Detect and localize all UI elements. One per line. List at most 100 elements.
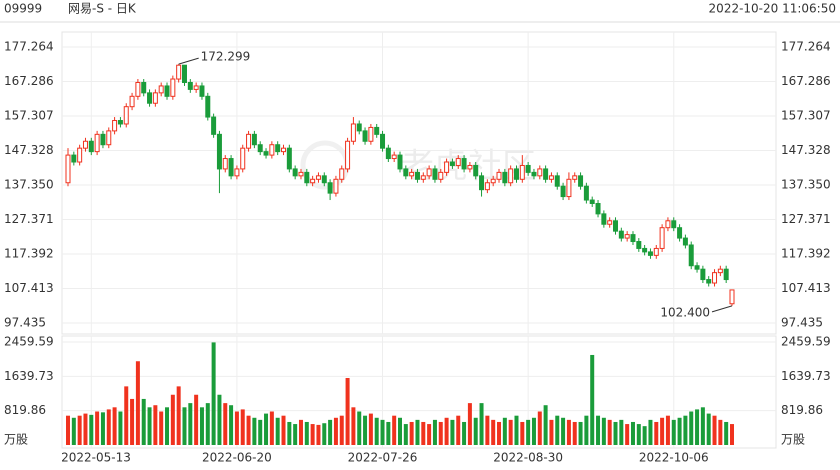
volume-bar [333,417,338,445]
volume-bar [531,417,536,445]
candle-body [321,175,327,184]
volume-bar [497,421,502,445]
candle-body [211,116,217,135]
candle-body [572,175,578,180]
volume-bar [141,398,146,445]
volume-bar [590,354,595,445]
timestamp: 2022-10-20 11:06:50 [709,2,836,16]
candle-body [642,247,648,253]
volume-bar [252,417,257,445]
annotation-leader [178,57,199,65]
candle-body [438,171,444,180]
candle-body [94,133,100,153]
volume-bar [508,419,513,445]
candle-body [164,85,170,97]
candle-body [665,220,671,229]
candle-body [193,85,199,90]
volume-bar [520,421,525,445]
volume-bar [135,361,140,445]
volume-bar [398,417,402,445]
volume-bar [479,403,484,445]
volume-bar [700,407,705,445]
volume-bar [526,419,531,445]
candle-body [548,175,554,180]
candle-body [222,158,228,170]
candle-body [409,171,415,177]
volume-bar [130,398,135,445]
candle-body [496,171,502,180]
candle-body [310,178,316,184]
volume-bar [718,419,723,445]
y-tick-label: 97.435 [4,316,46,330]
volume-bar [485,415,490,445]
volume-bar [71,417,76,445]
volume-bar [706,413,711,445]
volume-bar [298,419,303,445]
candle-body [100,133,106,146]
volume-bar [357,411,362,445]
volume-bar [596,415,601,445]
candle-body [187,81,193,90]
candle-body [723,268,729,281]
candle-body [513,168,519,180]
volume-bar [374,417,379,445]
stock-code: 09999 [4,2,42,16]
candle-body [275,144,281,153]
y-tick-label-right: 137.350 [781,177,831,191]
candle-body [420,175,426,180]
candle-body [129,95,135,108]
volume-bar [351,407,356,445]
volume-bar [83,413,88,445]
candle-body [618,230,624,239]
candle-body [263,151,269,156]
y-tick-label-right: 177.264 [781,40,831,54]
x-tick-label: 2022-06-20 [202,451,272,465]
volume-unit-right: 万股 [781,433,805,447]
annotation: 102.400 [660,305,710,319]
candle-body [234,168,240,177]
candle-body [682,237,688,246]
candle-body [368,126,374,142]
volume-bar [345,377,350,445]
candle-body [519,164,525,180]
volume-bar [584,415,589,445]
candle-body [181,64,187,83]
candle-body [77,147,83,163]
candle-body [624,234,630,239]
volume-bar [100,412,105,445]
volume-bar [601,417,606,445]
x-tick-label: 2022-07-26 [348,451,418,465]
annotation-leader [711,305,733,313]
volume-bar [677,417,682,445]
volume-bar [409,421,414,445]
y-tick-label-right: 157.307 [781,108,831,122]
volume-tick-label-right: 2459.59 [781,335,831,349]
volume-bar [549,419,554,445]
volume-panel [61,335,777,449]
volume-bar [363,415,368,445]
volume-tick-label-right: 819.86 [781,403,823,417]
stock-name: 网易-S - 日K [68,2,137,16]
volume-bar [514,415,519,445]
volume-bar [147,407,152,445]
candle-body [461,158,467,170]
volume-bar [281,415,286,445]
volume-bar [438,421,443,445]
x-tick-label: 2022-05-13 [61,451,131,465]
candle-body [455,158,461,166]
candle-body [374,126,380,135]
candle-body [414,171,420,180]
volume-bar [293,424,298,445]
volume-bar [229,405,234,445]
volume-bar [170,394,175,445]
volume-bar [316,424,321,445]
candle-body [659,227,665,249]
candle-body [479,175,485,191]
volume-bar [304,421,309,445]
candle-body [269,144,275,156]
candle-body [152,92,158,104]
candle-body [71,154,77,163]
candle-body [391,154,397,160]
y-tick-label: 127.371 [4,212,54,226]
candle-body [607,220,613,225]
